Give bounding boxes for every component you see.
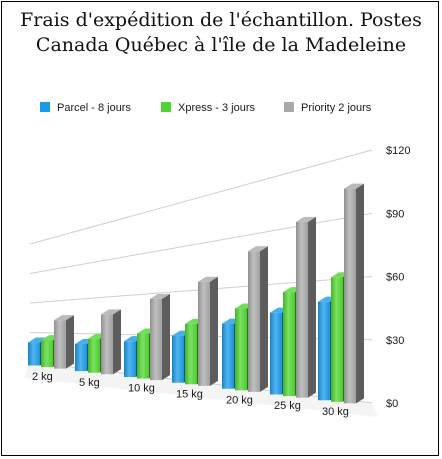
x-tick-label: 25 kg	[274, 400, 301, 412]
legend-label: Priority 2 jours	[301, 102, 372, 114]
x-tick-label: 30 kg	[322, 406, 349, 418]
y-tick-label: $30	[386, 335, 404, 347]
chart-floor	[24, 362, 378, 417]
legend: Parcel - 8 jours Xpress - 3 jours Priority…	[40, 102, 372, 114]
legend-swatch	[161, 102, 171, 112]
x-tick-label: 10 kg	[128, 383, 155, 395]
bar	[101, 309, 121, 375]
x-tick-label: 2 kg	[32, 371, 53, 383]
gridline	[29, 149, 373, 245]
y-tick-label: $60	[386, 272, 404, 284]
bar	[54, 315, 74, 369]
bar	[296, 216, 316, 398]
bar	[150, 293, 170, 381]
bar	[248, 246, 268, 392]
legend-swatch	[284, 102, 294, 112]
x-tick-label: 20 kg	[226, 394, 253, 406]
y-axis: $0 $30 $60 $90 $120	[386, 145, 410, 410]
gridline	[29, 212, 373, 274]
y-tick-label: $0	[386, 398, 398, 410]
legend-swatch	[40, 102, 50, 112]
legend-label: Parcel - 8 jours	[57, 102, 131, 114]
y-tick-label: $90	[386, 208, 404, 220]
legend-label: Xpress - 3 jours	[178, 102, 256, 114]
bars	[28, 183, 364, 404]
bar	[198, 276, 218, 386]
bar	[344, 183, 364, 404]
x-axis: 2 kg 5 kg 10 kg 15 kg 20 kg 25 kg 30 kg	[32, 371, 349, 418]
x-tick-label: 15 kg	[176, 388, 203, 400]
chart-title: Frais d'expédition de l'échantillon. Pos…	[20, 9, 422, 56]
y-tick-label: $120	[386, 145, 410, 157]
x-tick-label: 5 kg	[79, 377, 100, 389]
